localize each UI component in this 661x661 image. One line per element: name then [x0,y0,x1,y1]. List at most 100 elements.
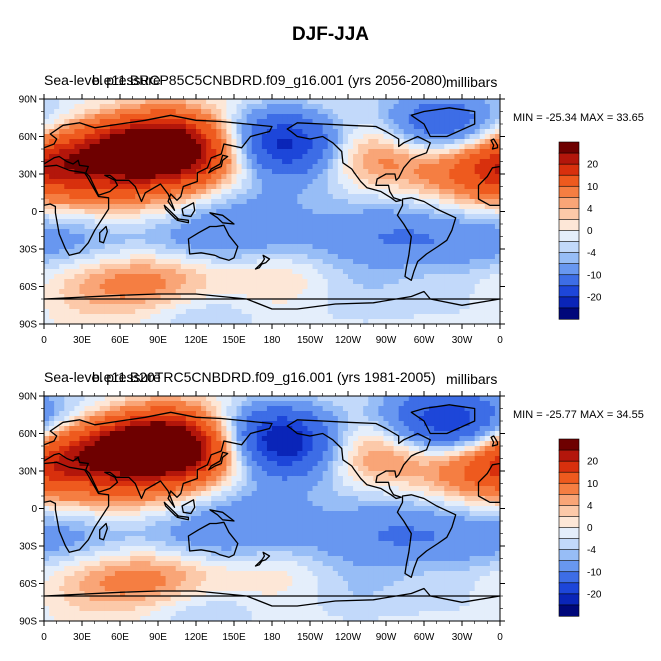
field-cell [287,284,293,290]
field-cell [449,279,455,285]
field-cell [449,189,455,195]
field-cell [120,104,126,110]
field-cell [236,431,243,437]
field-cell [373,209,379,215]
field-cell [474,401,481,407]
field-cell [49,314,55,320]
field-cell [114,124,121,130]
field-cell [307,119,314,125]
field-cell [418,319,425,324]
field-cell [398,314,405,320]
field-cell [261,426,268,432]
field-cell [120,309,126,315]
field-cell [135,244,141,250]
field-cell [368,234,374,240]
field-cell [120,209,126,215]
field-cell [114,304,121,310]
field-cell [236,279,243,285]
field-cell [49,234,55,240]
field-cell [180,249,187,255]
field-cell [44,299,50,305]
field-cell [353,244,359,250]
field-cell [165,269,172,275]
field-cell [403,179,410,185]
field-cell [307,154,314,160]
field-cell [474,269,481,275]
field-cell [79,426,86,432]
field-cell [236,304,243,310]
field-cell [454,179,461,185]
field-cell [378,104,385,110]
field-cell [99,189,106,195]
field-cell [282,249,288,255]
field-cell [44,314,50,320]
field-cell [79,214,86,220]
field-cell [104,144,111,150]
field-cell [378,411,385,417]
field-cell [489,421,496,427]
field-cell [109,319,116,324]
field-cell [337,179,344,185]
field-cell [155,154,162,160]
field-cell [69,139,75,145]
field-cell [130,149,136,155]
field-cell [327,104,334,110]
field-cell [109,294,116,300]
field-cell [434,159,440,165]
field-cell [292,319,298,324]
field-cell [373,144,379,150]
field-cell [256,289,263,295]
field-cell [59,411,65,417]
field-cell [160,284,167,290]
field-cell [120,264,126,270]
field-cell [59,396,65,402]
field-cell [125,269,131,275]
field-cell [292,304,298,310]
field-cell [266,139,273,145]
field-cell [287,179,293,185]
field-cell [484,179,491,185]
field-cell [94,179,101,185]
field-cell [489,209,496,215]
field-cell [165,179,172,185]
field-cell [464,179,471,185]
field-cell [459,239,466,245]
field-cell [322,114,329,120]
field-cell [424,134,430,140]
field-cell [342,421,349,427]
field-cell [59,249,65,255]
field-cell [211,254,217,260]
field-cell [317,264,324,270]
field-cell [175,284,182,290]
field-cell [125,299,131,305]
field-cell [398,199,405,205]
field-cell [261,299,268,305]
field-cell [231,214,238,220]
field-cell [459,164,466,170]
field-cell [353,189,359,195]
field-cell [277,249,283,255]
field-cell [261,269,268,275]
field-cell [479,159,486,165]
field-cell [277,154,283,160]
field-cell [454,184,461,190]
field-cell [494,406,500,412]
field-cell [256,154,263,160]
field-cell [373,134,379,140]
field-cell [69,416,75,422]
field-cell [180,164,187,170]
field-cell [211,269,217,275]
field-cell [125,229,131,235]
field-cell [332,309,339,315]
field-cell [261,194,268,200]
field-cell [109,99,116,105]
field-cell [413,279,420,285]
field-cell [312,199,319,205]
field-cell [175,234,182,240]
field-cell [322,129,329,135]
field-cell [140,214,146,220]
field-cell [69,269,75,275]
field-cell [424,396,430,402]
field-cell [444,284,450,290]
field-cell [368,426,374,432]
